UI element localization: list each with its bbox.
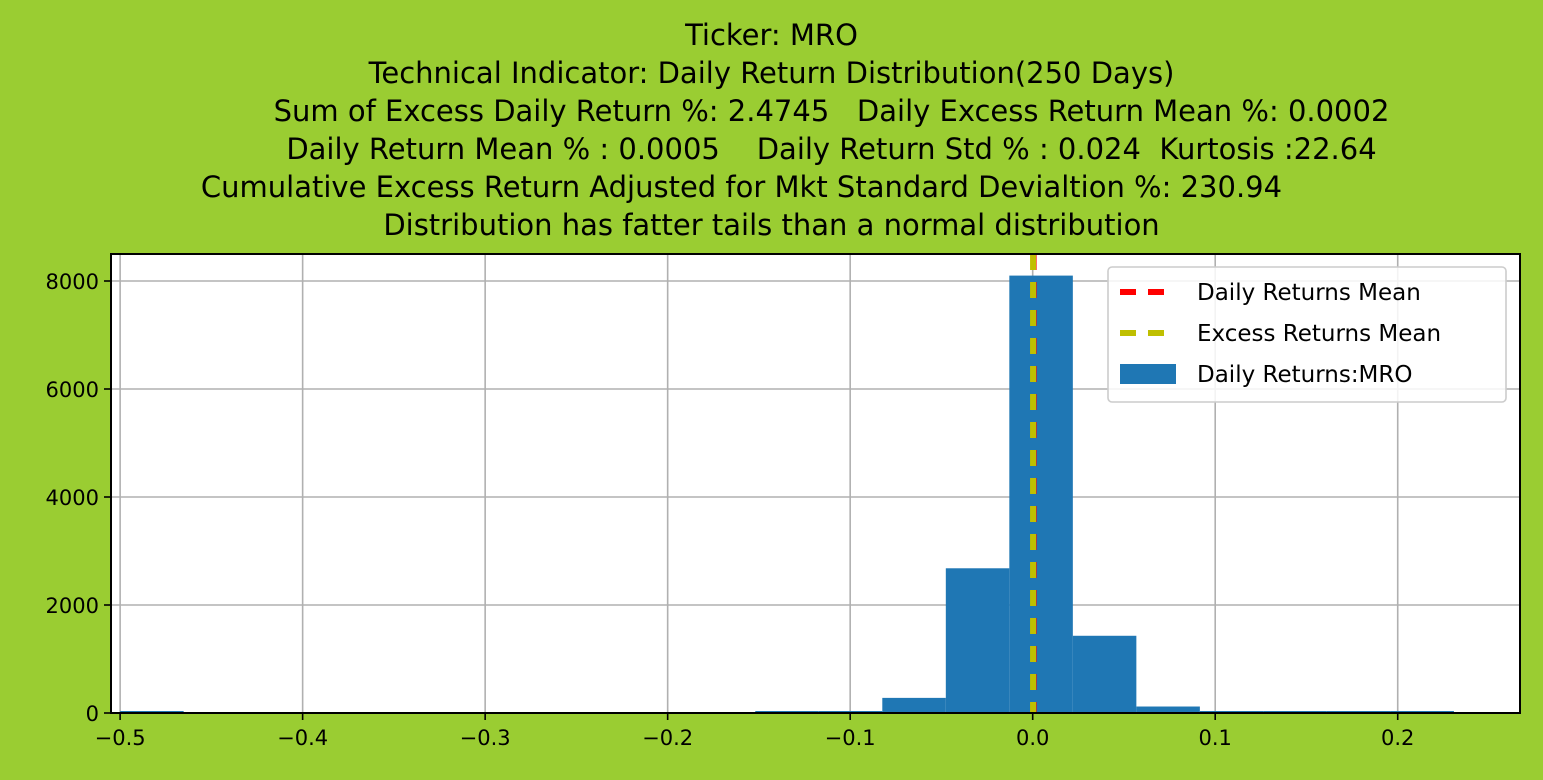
x-tick-label: 0.1 — [1199, 726, 1232, 750]
y-tick-label: 0 — [86, 702, 99, 726]
title-line-6: Distribution has fatter tails than a nor… — [383, 208, 1160, 242]
title-line-1: Ticker: MRO — [685, 18, 858, 52]
title-line-2: Technical Indicator: Daily Return Distri… — [368, 56, 1175, 90]
x-tick-label: 0.0 — [1016, 726, 1049, 750]
legend-box — [1107, 266, 1507, 403]
legend-entry-daily-mean-label: Daily Returns Mean — [1197, 280, 1421, 306]
x-tick-label: −0.1 — [825, 726, 876, 750]
legend-entry-histogram-swatch — [1120, 364, 1176, 384]
histogram-bar — [1009, 275, 1073, 713]
histogram-bar — [1136, 706, 1200, 713]
axes-frame — [110, 253, 1521, 714]
y-tick-label: 6000 — [46, 378, 99, 402]
title-line-4: Daily Return Mean % : 0.0005 Daily Retur… — [286, 132, 1377, 166]
histogram-bar — [882, 697, 946, 713]
legend-entry-histogram-label: Daily Returns:MRO — [1197, 362, 1413, 388]
x-tick-label: −0.2 — [642, 726, 693, 750]
y-tick-label: 8000 — [46, 270, 99, 294]
x-tick-label: 0.2 — [1381, 726, 1414, 750]
title-line-5: Cumulative Excess Return Adjusted for Mk… — [200, 170, 1283, 204]
x-tick-label: −0.4 — [277, 726, 328, 750]
x-tick-label: −0.3 — [460, 726, 511, 750]
legend-entry-excess-mean-label: Excess Returns Mean — [1197, 321, 1441, 347]
title-line-3: Sum of Excess Daily Return %: 2.4745 Dai… — [273, 94, 1390, 128]
y-tick-label: 4000 — [46, 486, 99, 510]
histogram-bar — [945, 568, 1010, 713]
histogram-bar — [1072, 635, 1137, 713]
x-tick-label: −0.5 — [95, 726, 146, 750]
y-tick-label: 2000 — [46, 594, 99, 618]
